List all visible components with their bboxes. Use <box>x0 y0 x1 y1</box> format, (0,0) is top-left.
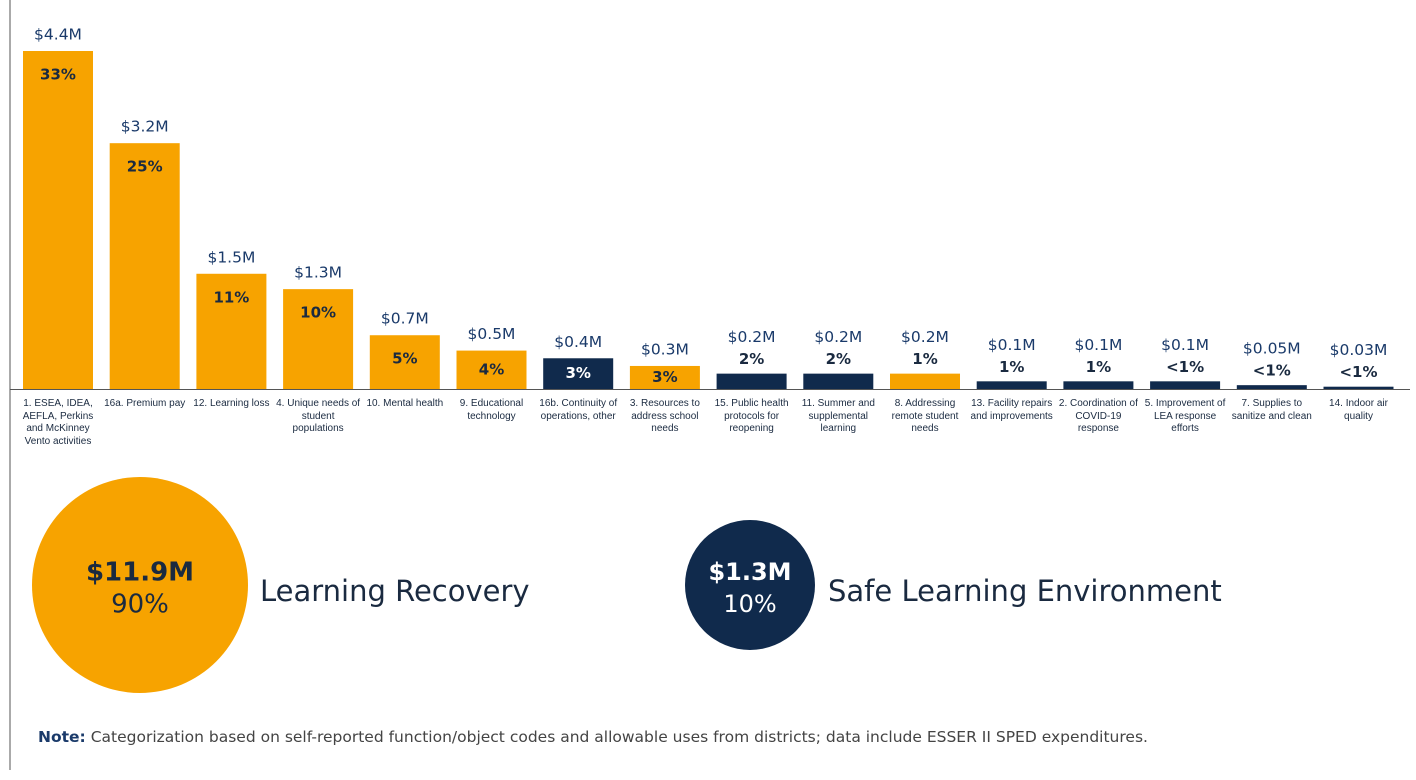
share-label: <1% <box>1166 358 1204 376</box>
bar <box>629 365 700 389</box>
value-label: $0.7M <box>381 310 429 328</box>
share-label: 25% <box>127 158 163 176</box>
bar <box>283 289 354 389</box>
x-tick-label: 5. Improvement of LEA response efforts <box>1144 398 1226 434</box>
bar <box>456 350 527 389</box>
bar <box>976 381 1047 389</box>
value-label: $1.5M <box>207 248 255 266</box>
bar <box>716 373 787 389</box>
bar <box>1323 386 1394 389</box>
share-label: <1% <box>1339 363 1377 381</box>
value-label: $0.1M <box>1074 336 1122 354</box>
value-label: $0.5M <box>468 325 516 343</box>
x-tick-label: 13. Facility repairs and improvements <box>970 398 1053 422</box>
summary-value: $11.9M <box>86 558 194 588</box>
share-label: <1% <box>1253 362 1291 380</box>
bar <box>1236 385 1307 389</box>
x-tick-label: 8. Addressing remote student needs <box>891 398 959 434</box>
x-tick-label: 2. Coordination of COVID-19 response <box>1058 398 1138 434</box>
value-label: $0.05M <box>1243 340 1301 358</box>
value-label: $0.2M <box>814 328 862 346</box>
share-label: 1% <box>999 358 1024 376</box>
share-label: 3% <box>652 368 677 386</box>
summary-circle <box>32 477 248 693</box>
value-label: $0.1M <box>988 336 1036 354</box>
value-label: $0.03M <box>1330 341 1388 359</box>
share-label: 3% <box>565 364 590 382</box>
bar <box>109 143 180 389</box>
x-tick-label: 10. Mental health <box>366 398 444 409</box>
bar <box>23 51 93 389</box>
summary-name: Safe Learning Environment <box>828 574 1222 608</box>
x-tick-label: 4. Unique needs of student populations <box>276 398 361 434</box>
summary-value: $1.3M <box>708 558 791 586</box>
note: Note: Categorization based on self-repor… <box>38 728 1156 747</box>
share-label: 11% <box>213 288 249 306</box>
value-label: $1.3M <box>294 264 342 282</box>
note-text: Categorization based on self-reported fu… <box>90 728 1148 746</box>
summary-circle <box>685 520 815 650</box>
x-tick-label: 16a. Premium pay <box>104 398 186 409</box>
x-tick-label: 16b. Continuity of operations, other <box>539 398 618 422</box>
x-tick-label: 15. Public health protocols for reopenin… <box>714 398 789 434</box>
bar <box>196 273 267 389</box>
share-label: 4% <box>479 360 504 378</box>
value-label: $0.2M <box>728 328 776 346</box>
bar <box>890 373 960 389</box>
note-label: Note: <box>38 728 86 746</box>
x-tick-label: 1. ESEA, IDEA, AEFLA, Perkins and McKinn… <box>22 398 94 447</box>
bar <box>369 335 440 389</box>
x-tick-label: 12. Learning loss <box>193 398 270 409</box>
bar <box>803 373 874 389</box>
value-label: $0.3M <box>641 340 689 358</box>
value-label: $0.1M <box>1161 336 1209 354</box>
x-tick-label: 14. Indoor air quality <box>1329 398 1388 422</box>
x-tick-label: 7. Supplies to sanitize and clean <box>1231 398 1312 422</box>
summary-share: 10% <box>723 590 776 618</box>
x-tick-label: 3. Resources to address school needs <box>629 398 700 434</box>
summary-share: 90% <box>111 590 169 620</box>
bar <box>1063 381 1134 389</box>
share-label: 33% <box>40 66 76 84</box>
share-label: 1% <box>912 350 937 368</box>
value-label: $0.2M <box>901 328 949 346</box>
share-label: 10% <box>300 304 336 322</box>
bar <box>1150 381 1221 389</box>
summary-name: Learning Recovery <box>260 574 530 608</box>
share-label: 5% <box>392 350 417 368</box>
x-tick-label: 11. Summer and supplemental learning <box>801 398 875 434</box>
x-tick-label: 9. Educational technology <box>459 398 524 422</box>
value-label: $0.4M <box>554 333 602 351</box>
share-label: 1% <box>1086 358 1111 376</box>
value-label: $4.4M <box>34 26 82 44</box>
share-label: 2% <box>739 350 764 368</box>
value-label: $3.2M <box>121 118 169 136</box>
share-label: 2% <box>826 350 851 368</box>
bar <box>543 358 614 389</box>
